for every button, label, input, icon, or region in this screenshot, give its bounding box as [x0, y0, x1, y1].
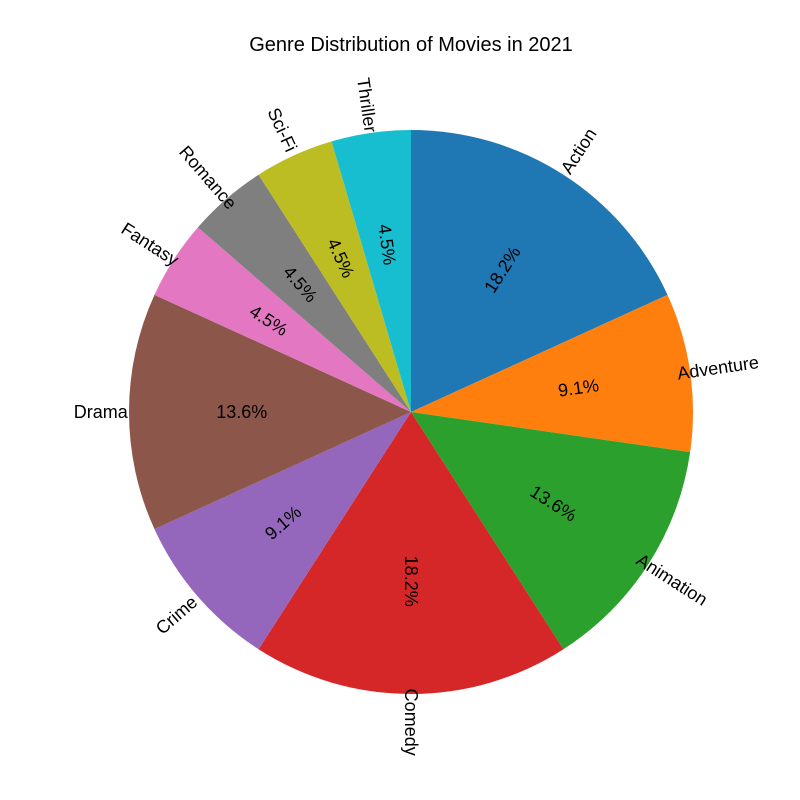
category-label-comedy: Comedy [401, 689, 421, 756]
pie-slice-sci-fi [258, 141, 411, 413]
pie-slice-drama [129, 294, 411, 530]
pie-slice-romance [197, 174, 411, 412]
percent-label-drama: 13.6% [216, 402, 267, 422]
category-label-romance: Romance [175, 142, 241, 213]
category-label-crime: Crime [152, 592, 201, 639]
pie-slice-fantasy [154, 227, 412, 412]
pie-slice-adventure [411, 294, 694, 453]
pie-slice-crime [154, 412, 412, 650]
pie-slices [129, 130, 694, 695]
pie-slice-animation [411, 412, 691, 650]
percent-label-comedy: 18.2% [401, 556, 421, 607]
category-label-thriller: Thriller [353, 76, 381, 133]
pie-slice-action [411, 130, 668, 412]
category-label-fantasy: Fantasy [118, 219, 183, 270]
category-label-sci-fi: Sci-Fi [263, 105, 300, 155]
category-label-animation: Animation [633, 550, 711, 610]
chart-title: Genre Distribution of Movies in 2021 [249, 34, 573, 56]
category-label-action: Action [557, 125, 601, 178]
pie-slice-thriller [331, 130, 411, 412]
pie-slice-comedy [258, 412, 564, 695]
category-label-adventure: Adventure [676, 352, 760, 383]
category-label-drama: Drama [74, 402, 129, 422]
